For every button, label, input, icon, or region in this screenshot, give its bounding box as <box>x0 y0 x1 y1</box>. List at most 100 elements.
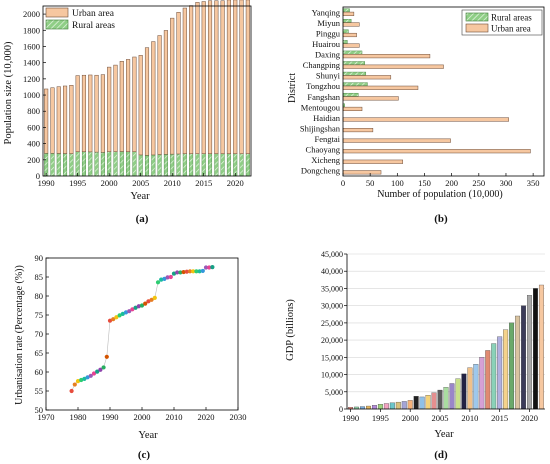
bar-gdp-2010 <box>467 367 473 410</box>
bar-urban-2004 <box>132 56 137 152</box>
bar-rural-2010 <box>170 153 175 177</box>
bar-urban-Fengtai <box>342 138 451 143</box>
bar-urban-2001 <box>113 64 118 152</box>
bar-urban-1998 <box>94 74 99 153</box>
x-tick-label-2000: 2000 <box>134 412 151 422</box>
category-label-Fengtai: Fengtai <box>315 134 341 144</box>
bar-gdp-2013 <box>485 350 491 410</box>
point-1990 <box>107 318 113 323</box>
bar-urban-2018 <box>220 0 225 154</box>
bar-rural-2018 <box>220 153 225 177</box>
bar-rural-Fangshan <box>342 92 359 97</box>
y-tick-label-1800: 1800 <box>23 25 40 35</box>
category-label-Xicheng: Xicheng <box>311 155 341 165</box>
bar-urban-1992 <box>56 86 61 154</box>
y-tick-label-70: 70 <box>35 329 44 339</box>
bar-gdp-2017 <box>509 322 515 410</box>
bar-rural-2008 <box>157 154 162 177</box>
panel-d-xlabel: Year <box>434 429 454 440</box>
bar-rural-1993 <box>63 153 68 177</box>
bar-rural-2015 <box>201 153 206 177</box>
point-2010 <box>171 271 177 276</box>
y-tick-label-90: 90 <box>35 253 44 263</box>
x-tick-label-2000: 2000 <box>101 178 118 188</box>
point-2021 <box>207 265 212 270</box>
x-tick-label-2000: 2000 <box>402 413 419 423</box>
x-tick-label-2020: 2020 <box>198 412 215 422</box>
bar-urban-1990 <box>44 88 49 154</box>
legend-label-rural: Rural areas <box>491 13 532 23</box>
bar-gdp-2022 <box>538 284 544 410</box>
category-label-Tongzhou: Tongzhou <box>306 81 341 91</box>
y-tick-label-200: 200 <box>27 155 40 165</box>
point-1995 <box>123 310 129 315</box>
bar-rural-Huairou <box>342 40 348 44</box>
chart-panel-a: 0 200 400 600 800 1000 1200 1400 1600 1800 2000 199… <box>3 0 252 225</box>
y-tick-label-20000: 20,000 <box>321 336 343 345</box>
x-tick-label-350: 350 <box>527 178 540 188</box>
bar-rural-2009 <box>163 154 168 177</box>
panel-c-ylabel: Urbanisation rate (Percentage (%)) <box>14 265 25 405</box>
panel-c-points <box>69 265 215 394</box>
bar-rural-1991 <box>50 153 55 177</box>
bar-rural-2006 <box>144 155 149 177</box>
y-tick-label-30000: 30,000 <box>321 302 343 311</box>
category-label-Shunyi: Shunyi <box>316 71 341 81</box>
panel-a-bars <box>44 0 250 177</box>
point-2013 <box>181 269 186 275</box>
bar-gdp-2016 <box>503 329 509 410</box>
bar-gdp-2005 <box>437 389 443 410</box>
y-tick-label-400: 400 <box>27 139 40 149</box>
bar-gdp-2007 <box>449 383 455 410</box>
category-label-Miyun: Miyun <box>317 18 340 28</box>
bar-urban-2019 <box>226 0 231 154</box>
bar-urban-Tongzhou <box>342 85 419 90</box>
x-tick-label-1990: 1990 <box>342 413 359 423</box>
point-1979 <box>72 382 77 387</box>
chart-panel-b: YanqingMiyunPingguHuairouDaxingChangping… <box>287 6 545 225</box>
bar-urban-2000 <box>107 66 112 152</box>
bar-rural-2003 <box>126 151 131 177</box>
x-tick-label-1990: 1990 <box>102 412 119 422</box>
x-tick-label-1980: 1980 <box>70 412 87 422</box>
panel-c-frame <box>45 257 239 411</box>
bar-gdp-2018 <box>515 315 521 410</box>
bar-rural-1992 <box>56 153 61 177</box>
point-1991 <box>111 317 116 322</box>
point-2008 <box>165 275 170 280</box>
x-tick-label-2010: 2010 <box>164 178 181 188</box>
bar-gdp-2020 <box>527 295 532 410</box>
bar-rural-1994 <box>69 153 74 177</box>
x-tick-label-2020: 2020 <box>521 413 538 423</box>
bar-gdp-2000 <box>407 400 413 410</box>
bar-urban-Yanqing <box>342 11 355 16</box>
bar-gdp-2004 <box>431 392 437 410</box>
bar-rural-1990 <box>44 153 49 177</box>
bar-rural-2019 <box>226 153 231 177</box>
legend-swatch-rural <box>45 19 69 30</box>
bar-urban-2005 <box>138 55 143 156</box>
panel-a-label: (a) <box>136 213 149 225</box>
category-label-Dongcheng: Dongcheng <box>301 166 341 176</box>
point-1992 <box>114 315 119 320</box>
bar-urban-Shunyi <box>342 75 392 80</box>
bar-rural-1998 <box>94 151 99 177</box>
y-tick-label-50: 50 <box>35 405 44 415</box>
legend-label-urban: Urban area <box>72 9 115 19</box>
legend-swatch-urban <box>45 7 69 18</box>
point-2002 <box>146 299 151 304</box>
bar-urban-Miyun <box>342 22 360 27</box>
x-tick-label-200: 200 <box>445 178 458 188</box>
bar-rural-2007 <box>151 154 156 177</box>
x-tick-label-2005: 2005 <box>132 178 149 188</box>
bar-rural-2020 <box>233 153 238 177</box>
point-1988 <box>101 365 106 370</box>
bar-gdp-1997 <box>389 402 395 410</box>
point-2012 <box>178 270 183 275</box>
x-tick-label-2015: 2015 <box>491 413 508 423</box>
x-tick-label-100: 100 <box>391 178 404 188</box>
bar-urban-Huairou <box>342 43 360 48</box>
x-tick-label-1990: 1990 <box>38 178 55 188</box>
category-label-Mentougou: Mentougou <box>301 102 341 112</box>
bar-gdp-1995 <box>377 404 383 410</box>
